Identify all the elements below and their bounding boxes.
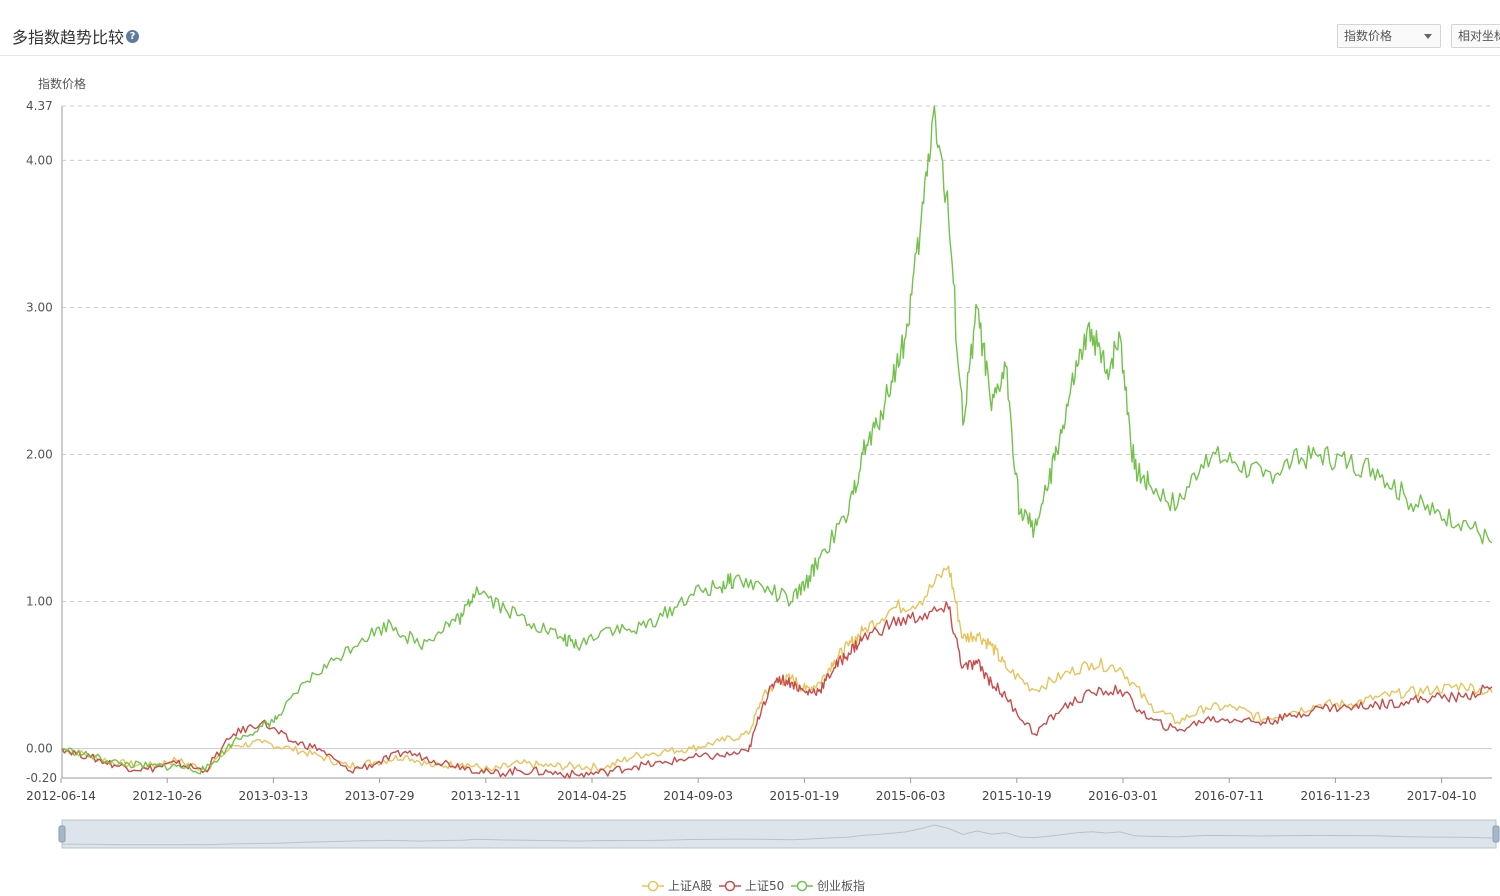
x-tick-label: 2017-04-10 (1407, 789, 1477, 803)
x-tick-label: 2013-03-13 (239, 789, 309, 803)
series-line-1 (61, 601, 1493, 779)
legend-item[interactable]: 上证A股 (642, 879, 712, 893)
series-line-0 (61, 565, 1493, 773)
y-tick-label: 1.00 (26, 595, 53, 609)
series-line-2 (61, 105, 1493, 775)
x-tick-label: 2013-12-11 (451, 789, 521, 803)
legend-marker (724, 880, 736, 892)
y-tick-label: 0.00 (26, 742, 53, 756)
x-tick-label: 2016-03-01 (1088, 789, 1158, 803)
chart: 指数价格 4.37 4.00 3.00 2.00 1.00 0.00 -0.20 2012-… (26, 76, 1500, 893)
legend-item[interactable]: 创业板指 (791, 878, 865, 893)
title-text: 多指数趋势比较 (12, 28, 125, 47)
y-tick-label: 3.00 (26, 300, 53, 314)
legend-label: 上证50 (745, 879, 784, 893)
y-axis-label: 指数价格 (38, 76, 86, 91)
series-lines (61, 105, 1493, 779)
chevron-down-icon (1424, 34, 1432, 39)
zoom-handle-right[interactable] (1492, 825, 1500, 843)
relative-axis-button[interactable]: 相对坐标 (1451, 24, 1500, 48)
y-tick-label: 2.00 (26, 447, 53, 461)
x-tick-label: 2016-07-11 (1194, 789, 1264, 803)
legend-marker (796, 880, 808, 892)
x-tick-label: 2015-06-03 (876, 789, 946, 803)
x-tick-label: 2012-06-14 (26, 789, 96, 803)
zoom-mini-line (61, 824, 1493, 846)
price-type-select[interactable]: 指数价格 (1337, 24, 1441, 48)
legend-label: 创业板指 (817, 878, 865, 893)
chart-header: 多指数趋势比较 ? 指数价格 相对坐标 (0, 0, 1500, 56)
y-tick-label: -0.20 (26, 771, 57, 785)
help-icon[interactable]: ? (126, 29, 140, 43)
x-tick-labels: 2012-06-14 2012-10-26 2013-03-13 2013-07-29… (26, 789, 1476, 803)
data-zoom-slider[interactable] (58, 819, 1500, 849)
legend-marker (647, 880, 659, 892)
x-tick-label: 2012-10-26 (132, 789, 202, 803)
page-title: 多指数趋势比较 ? (12, 24, 140, 48)
legend-item[interactable]: 上证50 (719, 879, 784, 893)
x-tick-label: 2013-07-29 (345, 789, 415, 803)
y-tick-label: 4.00 (26, 153, 53, 167)
zoom-track (61, 819, 1497, 849)
x-tick-label: 2016-11-23 (1301, 789, 1371, 803)
select-value: 指数价格 (1344, 29, 1393, 43)
x-tick-label: 2015-10-19 (982, 789, 1052, 803)
zoom-handle-left[interactable] (58, 825, 66, 843)
legend-label: 上证A股 (668, 879, 712, 893)
legend[interactable]: 上证A股 上证50 创业板指 (642, 878, 865, 893)
y-tick-labels: 4.37 4.00 3.00 2.00 1.00 0.00 -0.20 (26, 99, 57, 785)
x-tick-label: 2014-09-03 (663, 789, 733, 803)
y-tick-label: 4.37 (26, 99, 53, 113)
x-tick-label: 2014-04-25 (557, 789, 627, 803)
x-tick-label: 2015-01-19 (770, 789, 840, 803)
